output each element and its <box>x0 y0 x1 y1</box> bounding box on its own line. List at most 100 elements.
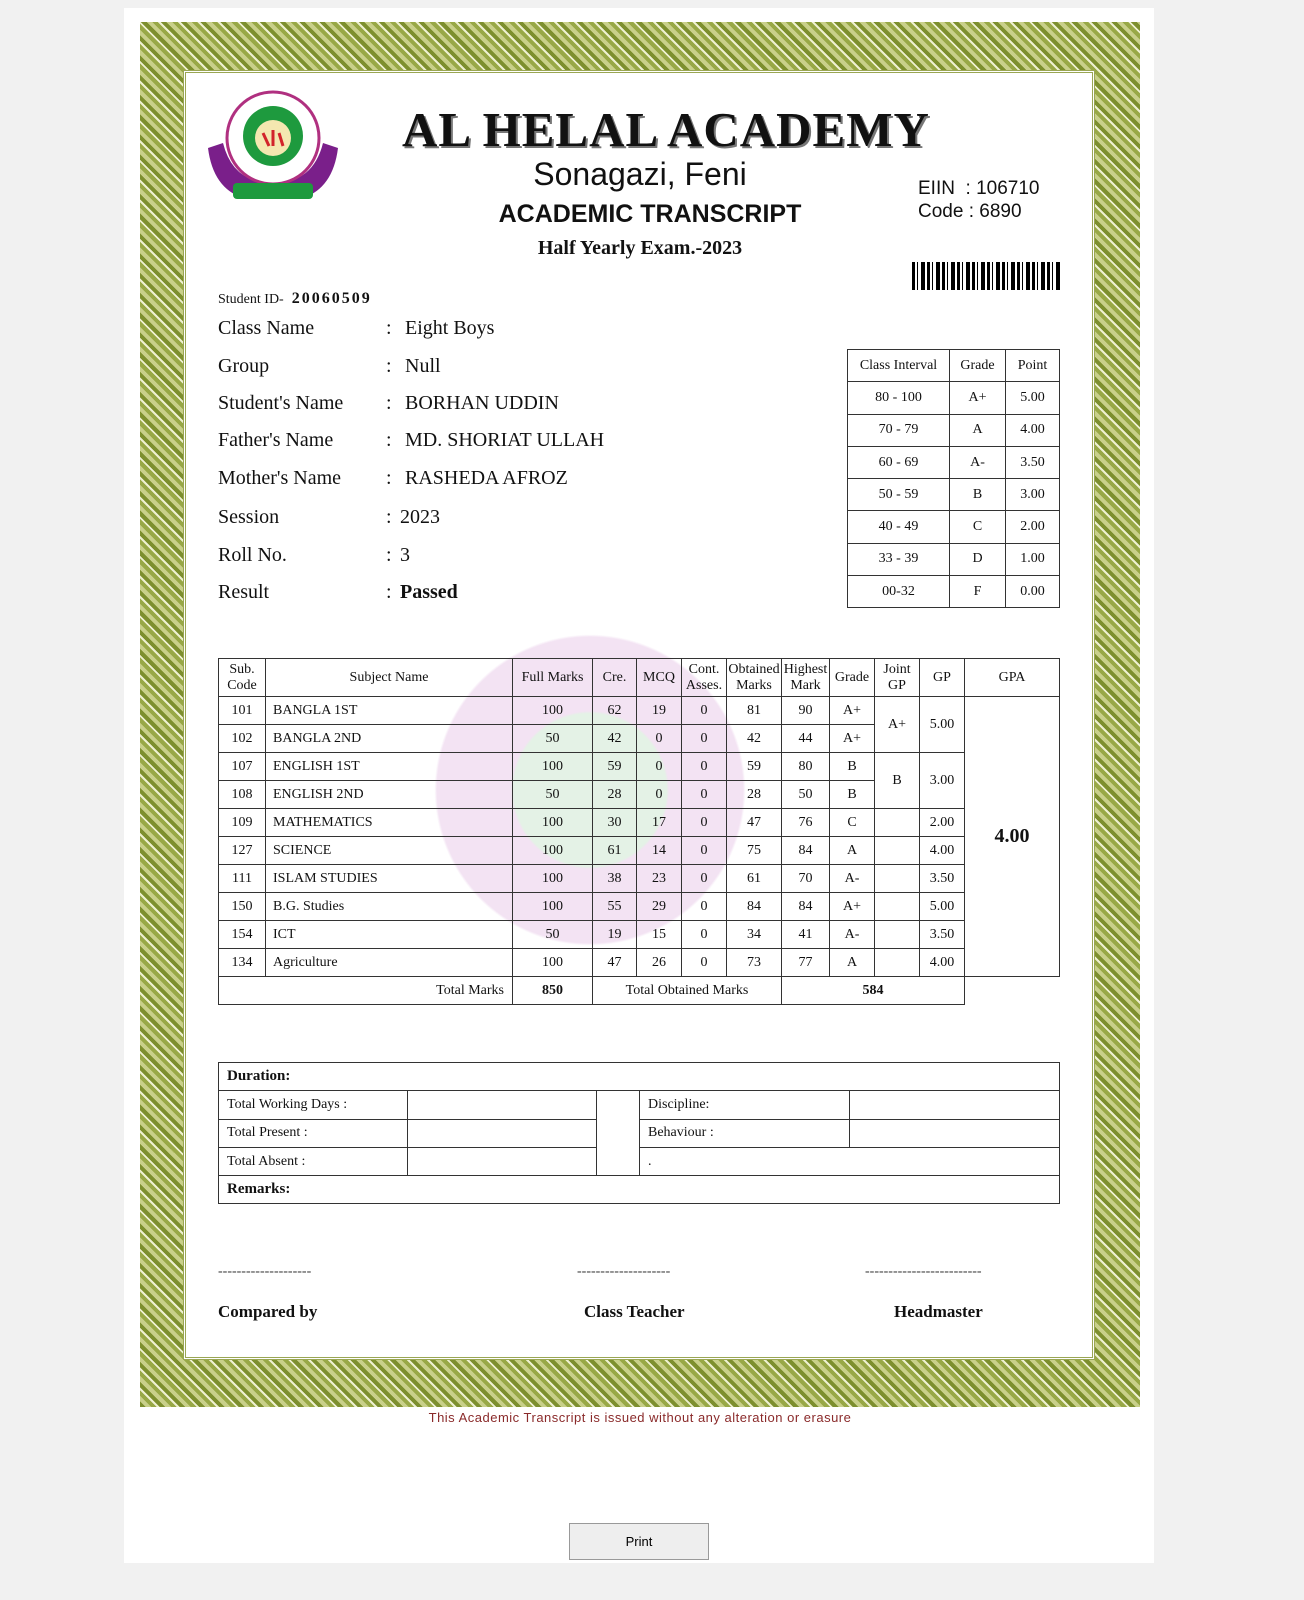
subject-cell: 84 <box>781 836 830 865</box>
subject-cell: 107 <box>218 752 266 781</box>
joint-grade-cell: B <box>874 752 920 809</box>
grade-scale-cell: 80 - 100 <box>847 381 950 415</box>
info-label: Result <box>218 581 270 603</box>
subject-cell: A+ <box>829 724 875 753</box>
subject-cell: A+ <box>829 892 875 921</box>
working-days-value <box>407 1090 597 1120</box>
info-value: RASHEDA AFROZ <box>405 467 568 489</box>
subject-cell: 15 <box>636 920 682 949</box>
subject-cell: 0 <box>681 920 727 949</box>
subject-cell: 127 <box>218 836 266 865</box>
subject-cell: 30 <box>592 808 637 837</box>
grade-scale-cell: 60 - 69 <box>847 445 950 480</box>
info-label: Mother's Name <box>218 467 342 489</box>
discipline-label: Discipline: <box>639 1090 850 1120</box>
subject-cell: 76 <box>781 808 830 837</box>
grade-scale-cell: F <box>949 575 1006 609</box>
gp-cell: 2.00 <box>919 808 965 837</box>
gp-cell: 4.00 <box>919 836 965 865</box>
header-cell: Sub. Code <box>218 658 266 697</box>
subject-cell: 0 <box>636 752 682 781</box>
grade-scale-cell: 70 - 79 <box>847 413 950 447</box>
grade-scale-row: 40 - 49 C 2.00 <box>847 510 1060 544</box>
class-teacher-label: Class Teacher <box>584 1302 685 1321</box>
subject-cell: 134 <box>218 948 266 977</box>
grade-scale-cell: 40 - 49 <box>847 510 950 544</box>
grade-scale-cell: A- <box>949 445 1006 480</box>
subject-cell: ENGLISH 2ND <box>265 780 513 809</box>
info-label: Roll No. <box>218 544 287 566</box>
gp-cell: 4.00 <box>919 948 965 977</box>
total-present-label: Total Present : <box>218 1118 408 1148</box>
subject-cell: MATHEMATICS <box>265 808 513 837</box>
subject-cell: BANGLA 2ND <box>265 724 513 753</box>
subject-cell: 0 <box>681 808 727 837</box>
joint-gp-cell <box>874 808 920 837</box>
info-value: 2023 <box>400 506 440 528</box>
header-cell: Joint GP <box>874 658 920 697</box>
grade-header-row: Class Interval Grade Point <box>847 348 1060 383</box>
subject-cell: 70 <box>781 864 830 893</box>
school-name: AL HELAL ACADEMY <box>402 102 930 157</box>
subject-cell: 109 <box>218 808 266 837</box>
info-value: MD. SHORIAT ULLAH <box>405 429 605 451</box>
behaviour-value <box>849 1118 1060 1148</box>
grade-scale-cell: 1.00 <box>1005 542 1060 577</box>
subject-cell: 0 <box>681 780 727 809</box>
document-title: ACADEMIC TRANSCRIPT <box>498 200 802 228</box>
student-id-value: 20060509 <box>291 290 372 307</box>
info-label: Class Name <box>218 317 315 339</box>
subject-cell: 100 <box>512 752 593 781</box>
subject-cell: 81 <box>726 696 782 725</box>
subject-cell: 0 <box>681 752 727 781</box>
subject-cell: 23 <box>636 864 682 893</box>
subject-cell: A <box>829 836 875 865</box>
info-value: Eight Boys <box>405 317 495 339</box>
subject-cell: 75 <box>726 836 782 865</box>
info-value: Passed <box>400 581 458 603</box>
subject-cell: ISLAM STUDIES <box>265 864 513 893</box>
subject-cell: A+ <box>829 696 875 725</box>
header-cell: Subject Name <box>265 658 513 697</box>
subject-cell: 84 <box>781 892 830 921</box>
grade-scale-table: Class Interval Grade Point 80 - 100 A+ 5.00 7… <box>847 348 1060 609</box>
grade-scale-cell: 00-32 <box>847 575 950 609</box>
gpa-value: 4.00 <box>964 696 1060 977</box>
subject-cell: 47 <box>592 948 637 977</box>
total-obtained-label: Total Obtained Marks <box>592 976 782 1005</box>
subject-row: 111 ISLAM STUDIES 100 38 23 0 61 70 A- 3.50 <box>218 864 1060 893</box>
duration-title: Duration: <box>218 1061 1060 1092</box>
joint-gp-cell <box>874 864 920 893</box>
subject-cell: 26 <box>636 948 682 977</box>
subject-cell: 77 <box>781 948 830 977</box>
subject-cell: 0 <box>636 724 682 753</box>
info-student-name: Student's Name: BORHAN UDDIN <box>218 392 559 414</box>
institution-codes: EIIN : 106710 Code : 6890 <box>918 177 1039 223</box>
print-button[interactable]: Print <box>569 1523 709 1560</box>
student-id: Student ID- 20060509 <box>218 290 372 308</box>
subject-cell: 28 <box>592 780 637 809</box>
school-logo <box>208 90 338 199</box>
header-cell: GP <box>919 658 965 697</box>
subject-cell: 108 <box>218 780 266 809</box>
info-group: Group: Null <box>218 355 441 377</box>
marks-table: Sub. Code Subject Name Full Marks Cre. M… <box>218 658 1060 1005</box>
duration-table: Duration: Total Working Days : Discipline… <box>218 1061 1060 1205</box>
school-location: Sonagazi, Feni <box>533 156 747 192</box>
subject-cell: 19 <box>592 920 637 949</box>
header-cell: Grade <box>949 348 1006 383</box>
subject-cell: 62 <box>592 696 637 725</box>
subject-row: 127 SCIENCE 100 61 14 0 75 84 A 4.00 <box>218 836 1060 865</box>
grade-scale-cell: 5.00 <box>1005 381 1060 415</box>
joint-gp-cell <box>874 920 920 949</box>
header-cell: Highest Mark <box>781 658 830 697</box>
header-cell: Obtained Marks <box>726 658 782 697</box>
subject-cell: 73 <box>726 948 782 977</box>
joint-gp-cell <box>874 948 920 977</box>
subject-cell: 59 <box>726 752 782 781</box>
subject-cell: 0 <box>681 836 727 865</box>
subject-cell: BANGLA 1ST <box>265 696 513 725</box>
subject-cell: 100 <box>512 864 593 893</box>
header-cell: Cont. Asses. <box>681 658 727 697</box>
subject-cell: 34 <box>726 920 782 949</box>
